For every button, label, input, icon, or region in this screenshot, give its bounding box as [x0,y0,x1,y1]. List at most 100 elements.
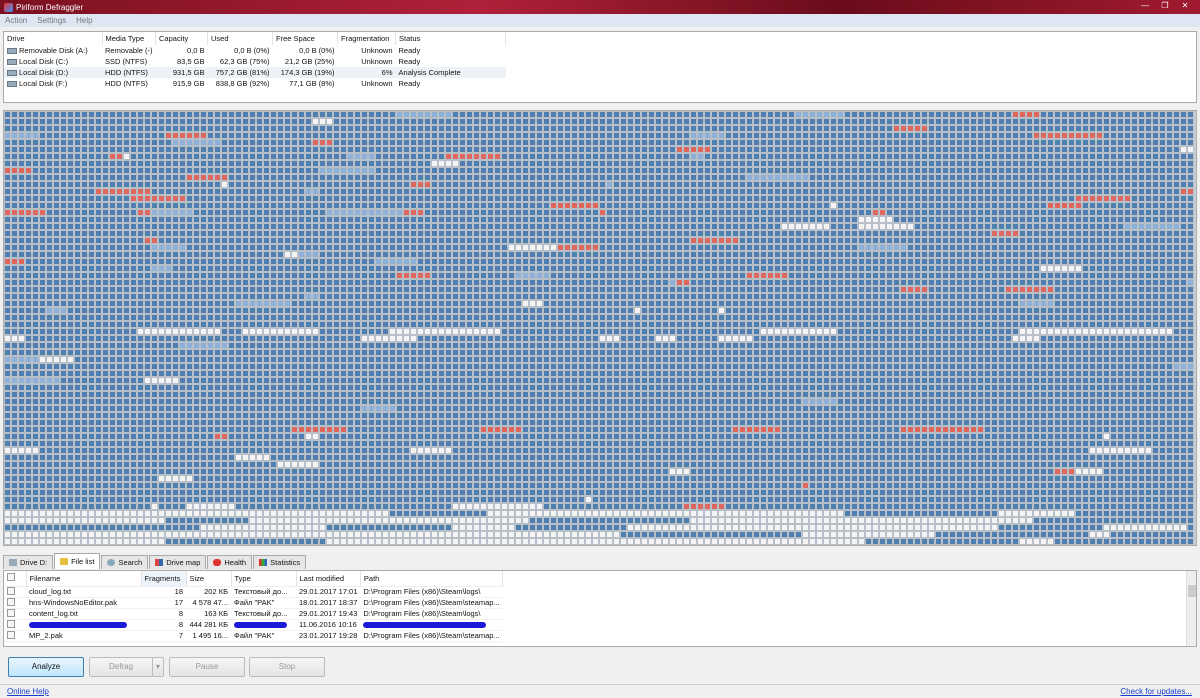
map-cell-used [984,118,991,125]
restore-button[interactable]: ❐ [1161,1,1169,10]
map-cell-used [18,279,25,286]
map-cell-used [333,216,340,223]
disk-icon [7,48,17,55]
map-cell-used [305,258,312,265]
map-cell-used [585,132,592,139]
map-cell-used [753,111,760,118]
map-cell-used [1096,244,1103,251]
map-cell-used [340,153,347,160]
drive-map[interactable] [3,110,1197,546]
map-cell-used [242,195,249,202]
map-cell-used [781,237,788,244]
map-cell-used [298,153,305,160]
map-cell-used [25,237,32,244]
col-media-type[interactable]: Media Type [102,32,157,45]
drive-row[interactable]: Removable Disk (A:) Removable (-) 0,0 B 0,0… [4,45,506,56]
minimize-button[interactable]: — [1141,1,1149,10]
map-cell-used [298,132,305,139]
map-cell-used [165,139,172,146]
map-cell-used [53,300,60,307]
menu-settings[interactable]: Settings [37,16,67,25]
drive-row[interactable]: Local Disk (D:) HDD (NTFS) 931,5 GB 757,2 G… [4,67,506,78]
map-cell-used [340,279,347,286]
map-cell-free [1047,265,1054,272]
map-cell-used [60,181,67,188]
col-capacity[interactable]: Capacity [155,32,209,45]
drive-row[interactable]: Local Disk (F:) HDD (NTFS) 915,9 GB 838,8 G… [4,78,506,89]
col-drive[interactable]: Drive [4,32,103,45]
map-cell-used [620,160,627,167]
map-cell-used [739,139,746,146]
map-cell-used [235,111,242,118]
map-cell-used [214,251,221,258]
map-cell-used [557,146,564,153]
map-cell-used [1040,125,1047,132]
map-cell-used [81,125,88,132]
map-cell-used [858,139,865,146]
map-cell-used [872,195,879,202]
map-cell-used [928,111,935,118]
map-cell-used [1061,167,1068,174]
menu-action[interactable]: Action [5,16,28,25]
map-cell-used [683,153,690,160]
map-cell-used [158,286,165,293]
map-cell-used [137,230,144,237]
map-cell-used [1026,146,1033,153]
map-cell-used [522,258,529,265]
map-cell-used [515,202,522,209]
map-cell-used [473,272,480,279]
close-button[interactable]: ✕ [1181,1,1189,10]
map-cell-used [739,209,746,216]
map-cell-used [942,216,949,223]
map-cell-used [102,251,109,258]
map-cell-used [144,174,151,181]
map-cell-used [851,195,858,202]
map-cell-used [508,132,515,139]
map-cell-used [382,111,389,118]
menu-help[interactable]: Help [76,16,93,25]
map-cell-used [606,125,613,132]
map-cell-used [795,286,802,293]
map-cell-used [298,230,305,237]
map-cell-used [1173,237,1180,244]
col-used[interactable]: Used [207,32,274,45]
map-cell-used [151,174,158,181]
map-cell-used [725,265,732,272]
map-cell-used [844,111,851,118]
map-cell-used [403,202,410,209]
map-cell-used [942,195,949,202]
map-cell-used [627,160,634,167]
map-cell-used [53,272,60,279]
map-cell-used [781,209,788,216]
map-cell-used [263,174,270,181]
map-cell-used [921,300,928,307]
map-cell-used [837,195,844,202]
map-cell-partial [158,244,165,251]
map-cell-used [1096,153,1103,160]
map-cell-used [816,237,823,244]
map-cell-used [942,132,949,139]
map-cell-used [1096,279,1103,286]
col-status[interactable]: Status [395,32,507,45]
map-cell-used [88,118,95,125]
map-cell-used [711,202,718,209]
map-cell-used [648,209,655,216]
col-fragmentation[interactable]: Fragmentation [337,32,397,45]
col-free-space[interactable]: Free Space [272,32,339,45]
map-cell-used [291,125,298,132]
map-cell-used [655,244,662,251]
map-cell-used [1047,153,1054,160]
map-cell-used [1145,230,1152,237]
map-cell-used [564,118,571,125]
map-cell-used [641,293,648,300]
map-cell-used [1110,146,1117,153]
map-cell-used [1152,265,1159,272]
map-cell-used [928,244,935,251]
map-cell-used [480,286,487,293]
map-cell-used [144,286,151,293]
map-cell-used [424,153,431,160]
map-cell-used [109,244,116,251]
drive-row[interactable]: Local Disk (C:) SSD (NTFS) 83,5 GB 62,3 GB … [4,56,506,67]
map-cell-used [228,293,235,300]
map-cell-fragmented [424,181,431,188]
